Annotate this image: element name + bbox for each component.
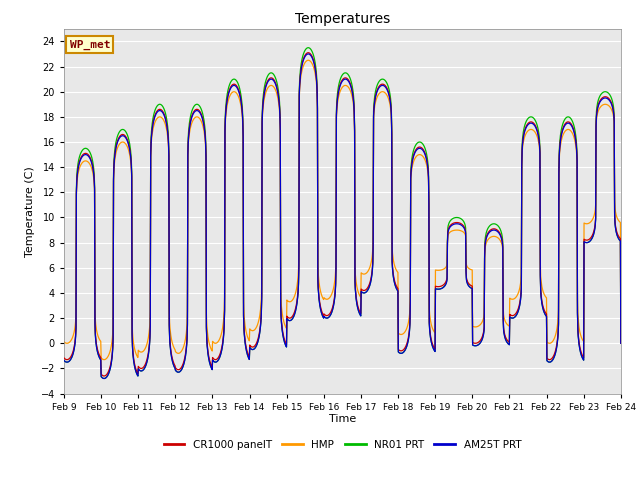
Y-axis label: Temperature (C): Temperature (C)	[25, 166, 35, 257]
Title: Temperatures: Temperatures	[295, 12, 390, 26]
X-axis label: Time: Time	[329, 414, 356, 424]
Text: WP_met: WP_met	[70, 40, 110, 50]
Legend: CR1000 panelT, HMP, NR01 PRT, AM25T PRT: CR1000 panelT, HMP, NR01 PRT, AM25T PRT	[159, 436, 525, 454]
